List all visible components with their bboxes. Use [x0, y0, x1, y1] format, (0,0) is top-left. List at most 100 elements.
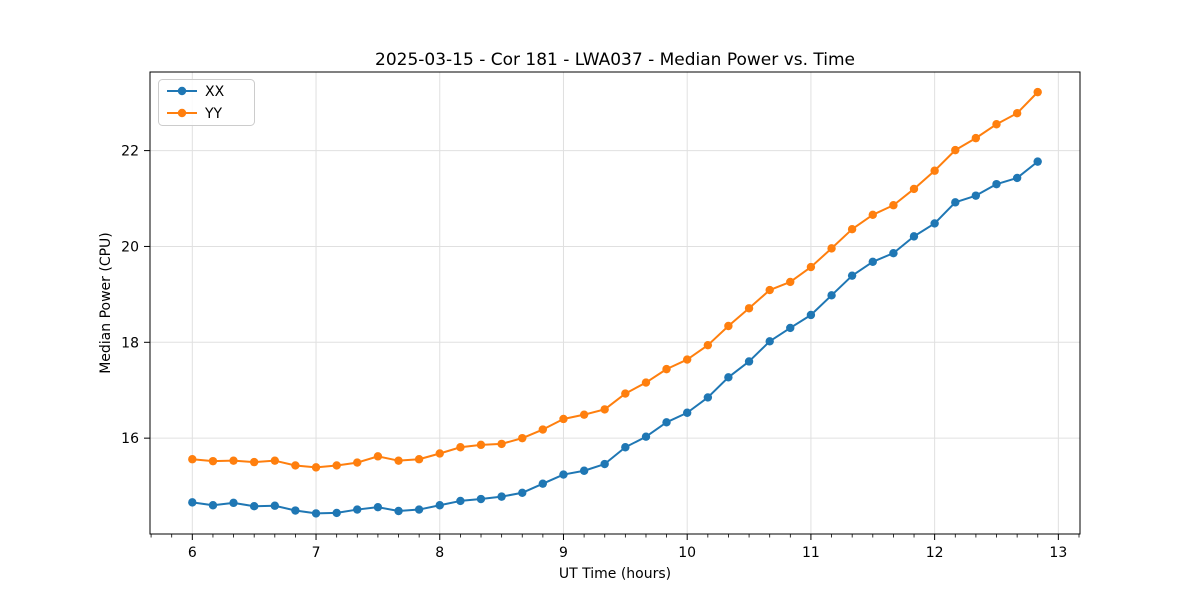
data-point-xx — [476, 494, 486, 504]
y-tick-label: 20 — [121, 239, 139, 255]
series-xx — [188, 157, 1042, 518]
data-point-yy — [930, 166, 939, 175]
data-point-xx — [806, 310, 816, 320]
data-point-yy — [744, 304, 754, 313]
data-point-xx — [868, 257, 877, 266]
data-point-xx — [311, 509, 321, 518]
data-point-xx — [662, 418, 671, 427]
data-point-yy — [682, 355, 692, 364]
data-point-yy — [765, 285, 774, 295]
data-point-yy — [373, 452, 383, 461]
legend-item-xx: XX — [167, 84, 225, 100]
x-tick-label: 12 — [926, 545, 944, 561]
data-point-yy — [621, 389, 630, 398]
y-axis-label: Median Power (CPU) — [98, 232, 114, 374]
data-point-xx — [621, 443, 630, 452]
data-point-xx — [394, 506, 403, 516]
data-point-xx — [353, 505, 362, 514]
data-point-yy — [703, 340, 713, 350]
data-point-yy — [1033, 87, 1042, 97]
data-point-xx — [951, 198, 960, 207]
data-point-xx — [188, 498, 197, 507]
data-point-xx — [765, 337, 774, 346]
legend-label: YY — [204, 106, 223, 122]
data-point-yy — [786, 277, 795, 287]
x-tick-label: 7 — [312, 545, 321, 561]
data-point-yy — [208, 456, 218, 466]
data-point-yy — [311, 463, 321, 472]
x-axis-label: UT Time (hours) — [559, 566, 671, 582]
x-tick-label: 8 — [435, 545, 444, 561]
data-point-yy — [559, 414, 568, 424]
data-point-yy — [600, 405, 609, 414]
data-point-xx — [724, 373, 733, 382]
data-point-yy — [868, 210, 877, 220]
data-point-yy — [291, 461, 300, 470]
data-point-yy — [435, 449, 444, 458]
data-point-xx — [538, 479, 548, 488]
data-point-yy — [579, 410, 589, 419]
data-point-yy — [992, 120, 1001, 129]
data-point-yy — [229, 456, 238, 465]
chart-title: 2025-03-15 - Cor 181 - LWA037 - Median P… — [375, 50, 855, 70]
data-point-xx — [456, 496, 465, 506]
x-tick-label: 6 — [188, 545, 197, 561]
data-point-xx — [373, 502, 383, 512]
data-point-yy — [806, 262, 816, 272]
data-point-yy — [497, 439, 506, 449]
data-point-yy — [1012, 109, 1022, 118]
data-point-xx — [497, 492, 506, 501]
legend-item-yy: YY — [167, 106, 223, 122]
legend-marker-swatch — [177, 108, 187, 118]
x-tick-label: 11 — [802, 545, 820, 561]
data-point-yy — [971, 133, 981, 143]
data-point-yy — [724, 321, 733, 331]
data-point-yy — [188, 455, 197, 464]
x-tick-label: 13 — [1049, 545, 1067, 561]
data-point-xx — [786, 323, 795, 333]
legend-label: XX — [205, 84, 225, 100]
data-point-xx — [971, 191, 981, 200]
data-point-yy — [249, 457, 259, 467]
data-point-xx — [414, 505, 424, 514]
chart-content: 6 7 8 9 10 11 12 13 16 18 20 22 XX YY — [121, 71, 1081, 561]
y-tick-label: 22 — [121, 144, 139, 160]
data-point-yy — [909, 184, 919, 194]
data-point-yy — [332, 461, 341, 470]
data-point-yy — [394, 456, 403, 465]
grid — [150, 72, 1080, 534]
data-point-yy — [353, 458, 362, 467]
data-point-xx — [744, 357, 754, 366]
data-point-xx — [1033, 157, 1042, 166]
data-point-xx — [579, 466, 589, 475]
data-point-yy — [538, 425, 548, 434]
data-point-xx — [703, 393, 713, 402]
series-line-xx — [192, 160, 1039, 515]
series-line-yy — [192, 91, 1039, 469]
data-point-xx — [518, 488, 527, 497]
y-tick-label: 18 — [121, 335, 139, 351]
legend: XX YY — [158, 79, 255, 126]
data-point-xx — [1012, 173, 1022, 183]
data-point-xx — [600, 459, 609, 469]
data-point-xx — [291, 506, 300, 515]
data-point-yy — [641, 378, 651, 387]
data-point-xx — [229, 498, 238, 508]
data-point-xx — [992, 179, 1001, 189]
data-point-yy — [889, 201, 898, 210]
data-point-yy — [270, 456, 280, 465]
data-point-xx — [889, 248, 898, 258]
data-point-yy — [662, 364, 671, 374]
data-point-yy — [518, 433, 527, 443]
data-point-xx — [641, 432, 651, 441]
data-point-yy — [456, 443, 465, 452]
data-point-xx — [930, 219, 939, 228]
axes-ticks: 6 7 8 9 10 11 12 13 16 18 20 22 — [121, 144, 1080, 561]
y-tick-label: 16 — [121, 431, 139, 447]
data-point-xx — [208, 501, 218, 510]
data-point-xx — [827, 291, 836, 300]
data-point-yy — [951, 145, 960, 155]
legend-marker-swatch — [177, 86, 187, 96]
